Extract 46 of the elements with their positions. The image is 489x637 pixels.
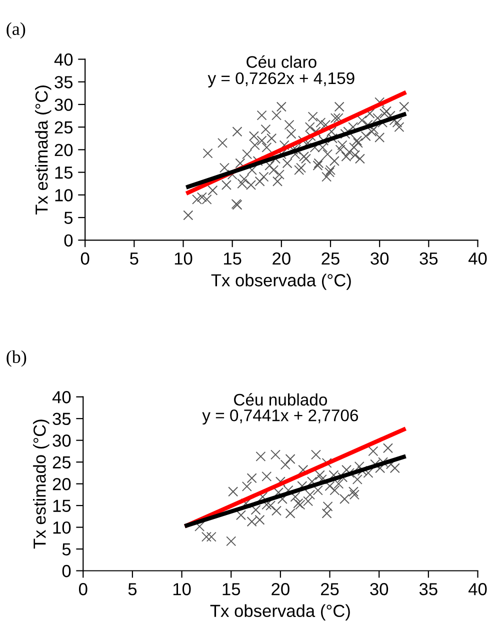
y-tick-label: 10	[55, 189, 73, 202]
x-tick-label: 10	[173, 583, 191, 596]
annotation: y = 0,7441x + 2,7706	[202, 409, 358, 425]
x-tick-label: 35	[419, 583, 438, 596]
annotation: y = 0,7262x + 4,159	[208, 72, 354, 88]
x-tick-label: 5	[128, 583, 137, 596]
y-tick-label: 35	[52, 412, 71, 426]
x-tick-label: 20	[272, 252, 290, 265]
chart-title: (b)	[6, 350, 26, 367]
x-tick-label: 15	[224, 252, 242, 265]
x-tick-label: 20	[272, 583, 290, 596]
y-tick-label: 30	[54, 98, 73, 111]
x-tick-label: 25	[320, 583, 339, 596]
y-axis-title: Tx estimada (°C)	[35, 86, 52, 215]
y-tick-label: 15	[55, 166, 73, 179]
y-tick-label: 20	[54, 144, 73, 156]
y-tick-label: 10	[53, 521, 71, 534]
y-tick-label: 20	[52, 478, 71, 490]
y-tick-label: 40	[54, 53, 73, 66]
y-tick-label: 0	[62, 564, 71, 578]
y-tick-label: 25	[54, 121, 73, 134]
x-tick-label: 30	[370, 252, 389, 265]
x-tick-label: 0	[80, 252, 90, 265]
y-tick-label: 25	[52, 456, 71, 469]
x-tick-label: 35	[420, 252, 438, 265]
y-tick-label: 40	[52, 391, 71, 404]
y-axis-title: Tx estimado (°C)	[33, 420, 50, 549]
chart-title: (a)	[6, 22, 26, 39]
x-tick-label: 40	[468, 583, 487, 596]
x-tick-label: 15	[222, 583, 240, 596]
y-tick-label: 0	[64, 234, 73, 247]
x-tick-label: 40	[468, 252, 487, 265]
y-tick-label: 30	[52, 434, 71, 447]
y-tick-label: 5	[62, 543, 71, 556]
x-tick-label: 30	[370, 583, 388, 596]
x-tick-label: 0	[78, 583, 88, 596]
x-axis-title: Tx observada (°C)	[210, 604, 350, 620]
annotation: Céu claro	[246, 55, 316, 68]
x-tick-label: 25	[322, 252, 340, 265]
annotation: Céu nublado	[234, 393, 328, 406]
x-axis-title: Tx observada (°C)	[211, 274, 351, 290]
y-tick-label: 15	[53, 500, 71, 512]
y-tick-label: 35	[54, 76, 73, 88]
y-tick-label: 5	[64, 212, 73, 224]
x-tick-label: 5	[130, 252, 138, 265]
x-tick-label: 10	[174, 252, 192, 265]
